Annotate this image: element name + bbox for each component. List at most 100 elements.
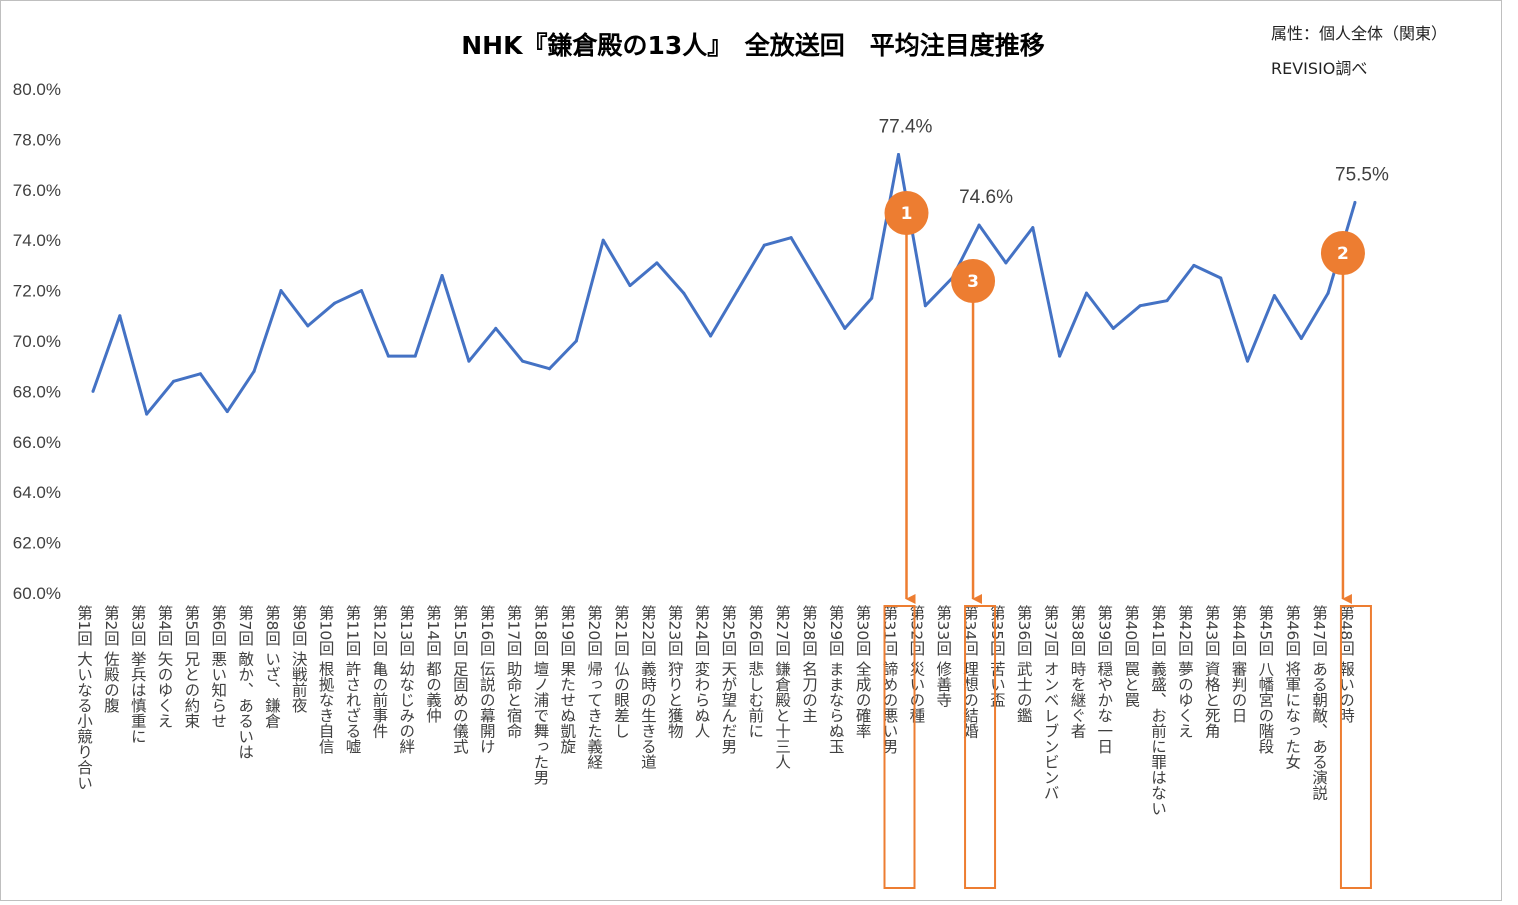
y-axis: 60.0% 62.0% 64.0% 66.0% 68.0% 70.0% 72.0% 74.0%… [13,80,61,603]
data-point [843,326,847,330]
callout-marker-label: 3 [967,272,979,292]
data-point [172,379,176,383]
data-point [413,354,417,358]
callout-box [1339,605,1372,889]
callout-marker-circle [951,259,996,303]
data-point [735,289,739,293]
x-category-label: 第16回 伝説の幕開け [478,605,496,754]
x-category-label: 第14回 都の義仲 [424,605,442,723]
x-category-label: 第15回 足固めの儀式 [451,605,469,754]
x-category-label: 第31回 諦めの悪い男 [881,605,899,755]
callout-marker-label: 2 [1337,244,1349,264]
x-category-label: 第24回 変わらぬ人 [693,605,711,739]
data-point [118,314,122,318]
data-point [1165,299,1169,303]
x-category-label: 第8回 いざ、鎌倉 [263,605,281,729]
data-point [1031,226,1035,230]
data-point [816,281,820,285]
data-point [279,289,283,293]
x-category-label: 第18回 壇ノ浦で舞った男 [531,605,549,786]
x-category-label: 第30回 全成の確率 [854,605,872,739]
peak-value-label: 74.6% [959,187,1013,208]
data-point [709,334,713,338]
data-point [494,326,498,330]
data-point [655,261,659,265]
x-category-label: 第21回 仏の眼差し [612,605,630,739]
x-category-label: 第13回 幼なじみの絆 [397,605,415,754]
x-category-label: 第5回 兄との約束 [182,605,200,729]
data-point [1299,336,1303,340]
callout-markers: 1 3 2 [884,191,1365,303]
x-category-label: 第12回 亀の前事件 [370,605,388,739]
data-point [1272,294,1276,298]
data-point [762,243,766,247]
x-category-label: 第6回 悪い知らせ [209,605,227,729]
data-point [870,296,874,300]
x-category-label: 第22回 義時の生きる道 [639,605,657,770]
x-category-label: 第17回 助命と宿命 [505,605,523,739]
series-average-attention [91,153,1357,416]
data-point [333,301,337,305]
x-category-label: 第26回 悲しむ前に [746,605,764,739]
x-category-label: 第40回 罠と罠 [1122,605,1140,708]
callout-box [964,605,997,889]
data-point [628,284,632,288]
y-tick-label: 78.0% [13,130,61,149]
data-point [977,223,981,227]
data-point [440,273,444,277]
x-category-label: 第47回 ある朝敵、ある演説 [1310,605,1328,802]
x-category-label: 第34回 理想の結婚 [961,605,979,739]
series-line [91,153,1357,416]
peak-value-label: 77.4% [879,117,933,138]
x-category-label: 第37回 オンベレブンビンバ [1042,605,1060,801]
data-point [1058,354,1062,358]
source-note: REVISIO調べ [1271,59,1367,78]
peak-labels: 77.4% 74.6% 75.5% [879,117,1389,209]
data-point [1353,200,1357,204]
data-point [252,369,256,373]
peak-value-label: 75.5% [1335,164,1389,185]
y-tick-label: 80.0% [13,80,61,99]
data-point [547,367,551,371]
y-tick-label: 74.0% [13,231,61,250]
x-category-label: 第25回 天が望んだ男 [719,605,737,755]
x-category-label: 第46回 将軍になった女 [1283,605,1301,770]
data-point [360,289,363,293]
x-category-label: 第48回 報いの時 [1337,605,1355,723]
callout-marker-circle [1320,231,1365,275]
data-point [574,339,578,343]
x-category-label: 第20回 帰ってきた義経 [585,605,603,770]
data-point [386,354,390,358]
callout-box [883,605,916,889]
data-point [1004,261,1008,265]
x-category-label: 第35回 苦い盃 [988,605,1006,708]
x-category-label: 第33回 修善寺 [934,605,952,708]
data-point [521,359,525,363]
data-point [91,389,95,393]
data-point [601,238,605,242]
data-point [897,153,900,157]
data-point [682,291,686,295]
x-category-label: 第11回 許されざる嘘 [344,605,362,754]
x-category-label: 第38回 時を継ぐ者 [1068,605,1086,739]
x-category-label: 第9回 決戦前夜 [290,605,308,713]
x-category-label: 第41回 義盛、お前に罪はない [1149,605,1167,816]
data-point [225,410,229,414]
data-point [1084,291,1088,295]
y-tick-label: 66.0% [13,433,61,452]
y-tick-label: 68.0% [13,382,61,401]
data-point [1111,326,1115,330]
x-category-label: 第28回 名刀の主 [800,605,818,723]
data-point [1138,304,1142,308]
y-tick-label: 72.0% [13,282,61,301]
data-point [467,359,471,363]
x-category-label: 第44回 審判の日 [1230,605,1248,723]
x-category-label: 第32回 災いの種 [907,605,925,723]
callout-marker-circle [884,191,929,235]
x-category-label: 第4回 矢のゆくえ [156,605,174,729]
attribute-note: 属性：個人全体（関東） [1271,24,1447,43]
y-tick-label: 70.0% [13,332,61,351]
y-tick-label: 62.0% [13,534,61,553]
x-category-label: 第1回 大いなる小競り合い [75,605,93,791]
